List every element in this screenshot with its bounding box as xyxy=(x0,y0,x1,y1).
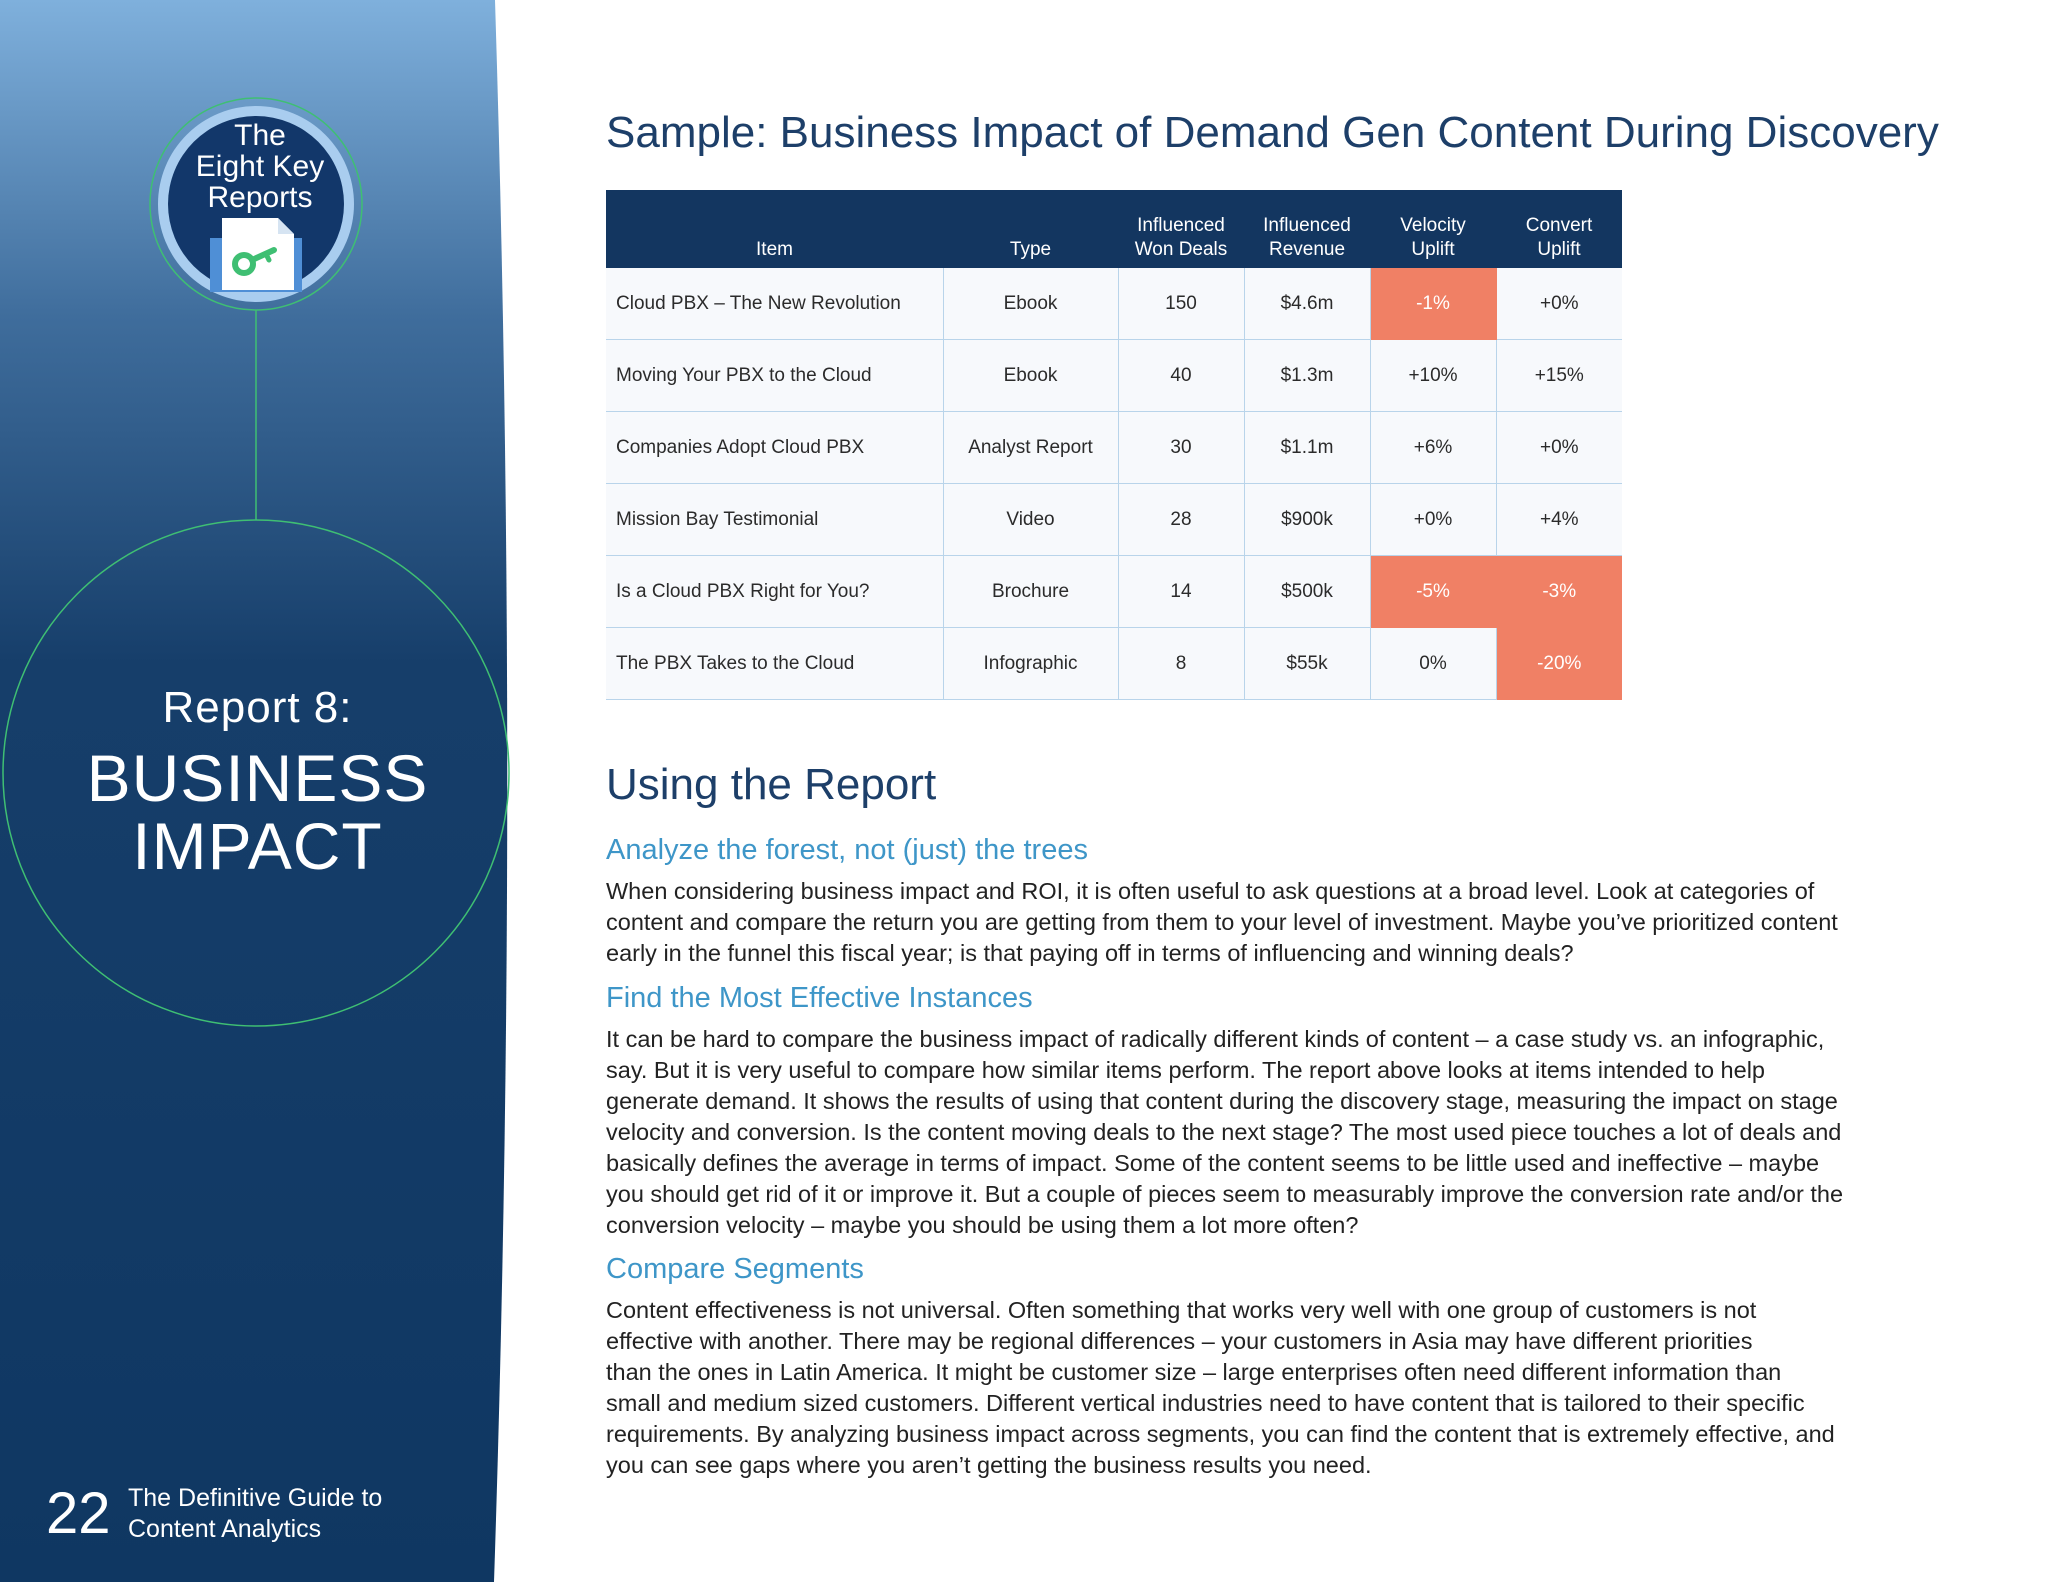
using-the-report-heading: Using the Report xyxy=(606,760,937,809)
section-body-forest: When considering business impact and ROI… xyxy=(606,878,1838,966)
cell-won-deals: 150 xyxy=(1118,268,1245,340)
cell-convert: -3% xyxy=(1496,555,1622,628)
key-document-icon xyxy=(210,218,302,292)
cell-revenue: $1.3m xyxy=(1244,339,1371,412)
cell-item: Cloud PBX – The New Revolution xyxy=(606,268,944,340)
sidebar: The Eight Key Reports Report 8: BUSINESS… xyxy=(0,0,530,1582)
cell-won-deals: 40 xyxy=(1118,339,1245,412)
table-row: Mission Bay Testimonial Video 28 $900k +… xyxy=(606,483,1622,556)
sample-title: Sample: Business Impact of Demand Gen Co… xyxy=(606,108,1939,157)
table-header-row: Item Type Influenced Won Deals Influenced… xyxy=(606,190,1622,268)
cell-type: Ebook xyxy=(943,268,1119,340)
cell-item: The PBX Takes to the Cloud xyxy=(606,627,944,700)
cell-type: Ebook xyxy=(943,339,1119,412)
cell-item: Companies Adopt Cloud PBX xyxy=(606,411,944,484)
section-heading-effective-instances: Find the Most Effective Instances xyxy=(606,982,1033,1014)
header-item: Item xyxy=(606,190,943,268)
section-body-effective-instances: It can be hard to compare the business i… xyxy=(606,1026,1844,1238)
cell-type: Infographic xyxy=(943,627,1119,700)
cell-convert: +0% xyxy=(1496,268,1622,340)
guide-title-line-1: The Definitive Guide to xyxy=(128,1484,383,1512)
cell-won-deals: 28 xyxy=(1118,483,1245,556)
cell-item: Mission Bay Testimonial xyxy=(606,483,944,556)
cell-revenue: $900k xyxy=(1244,483,1371,556)
cell-item: Is a Cloud PBX Right for You? xyxy=(606,555,944,628)
cell-velocity: 0% xyxy=(1370,627,1497,700)
table-row: Cloud PBX – The New Revolution Ebook 150… xyxy=(606,268,1622,340)
report-title: BUSINESS IMPACT xyxy=(0,744,515,880)
badge-line-3: Reports xyxy=(207,181,313,214)
report-number: Report 8: xyxy=(162,683,353,732)
cell-type: Video xyxy=(943,483,1119,556)
cell-revenue: $500k xyxy=(1244,555,1371,628)
section-body-compare-segments: Content effectiveness is not universal. … xyxy=(606,1297,1835,1478)
cell-velocity: +10% xyxy=(1370,339,1497,412)
sidebar-background xyxy=(0,0,510,1582)
header-influenced-won-deals: Influenced Won Deals xyxy=(1118,190,1244,268)
header-influenced-revenue: Influenced Revenue xyxy=(1244,190,1370,268)
business-impact-table: Item Type Influenced Won Deals Influenced… xyxy=(606,190,1622,700)
cell-won-deals: 14 xyxy=(1118,555,1245,628)
header-convert-uplift: Convert Uplift xyxy=(1496,190,1622,268)
cell-won-deals: 8 xyxy=(1118,627,1245,700)
table-row: Is a Cloud PBX Right for You? Brochure 1… xyxy=(606,555,1622,628)
section-heading-forest: Analyze the forest, not (just) the trees xyxy=(606,834,1088,866)
badge-line-2: Eight Key xyxy=(195,150,325,183)
cell-type: Brochure xyxy=(943,555,1119,628)
cell-item: Moving Your PBX to the Cloud xyxy=(606,339,944,412)
cell-revenue: $1.1m xyxy=(1244,411,1371,484)
header-velocity-uplift: Velocity Uplift xyxy=(1370,190,1496,268)
header-type: Type xyxy=(943,190,1118,268)
badge-line-1: The xyxy=(234,119,286,152)
guide-title: The Definitive Guide to Content Analytic… xyxy=(128,1483,382,1545)
table-row: Moving Your PBX to the Cloud Ebook 40 $1… xyxy=(606,339,1622,412)
cell-revenue: $55k xyxy=(1244,627,1371,700)
cell-convert: +4% xyxy=(1496,483,1622,556)
eight-key-reports-badge: The Eight Key Reports xyxy=(160,120,360,213)
cell-won-deals: 30 xyxy=(1118,411,1245,484)
cell-velocity: +6% xyxy=(1370,411,1497,484)
cell-type: Analyst Report xyxy=(943,411,1119,484)
report-title-line-1: BUSINESS xyxy=(86,741,429,815)
cell-convert: +15% xyxy=(1496,339,1622,412)
report-title-line-2: IMPACT xyxy=(132,809,383,883)
cell-velocity: -5% xyxy=(1370,555,1497,628)
page-number: 22 xyxy=(46,1481,111,1546)
table-row: Companies Adopt Cloud PBX Analyst Report… xyxy=(606,411,1622,484)
cell-velocity: -1% xyxy=(1370,268,1497,340)
cell-convert: -20% xyxy=(1496,627,1622,700)
cell-velocity: +0% xyxy=(1370,483,1497,556)
guide-title-line-2: Content Analytics xyxy=(128,1515,322,1543)
cell-convert: +0% xyxy=(1496,411,1622,484)
table-row: The PBX Takes to the Cloud Infographic 8… xyxy=(606,627,1622,700)
cell-revenue: $4.6m xyxy=(1244,268,1371,340)
section-heading-compare-segments: Compare Segments xyxy=(606,1253,864,1285)
